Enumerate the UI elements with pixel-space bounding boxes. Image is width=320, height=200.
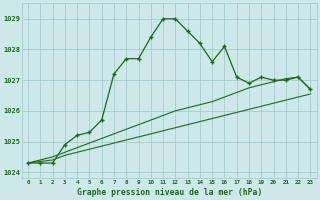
- X-axis label: Graphe pression niveau de la mer (hPa): Graphe pression niveau de la mer (hPa): [76, 188, 262, 197]
